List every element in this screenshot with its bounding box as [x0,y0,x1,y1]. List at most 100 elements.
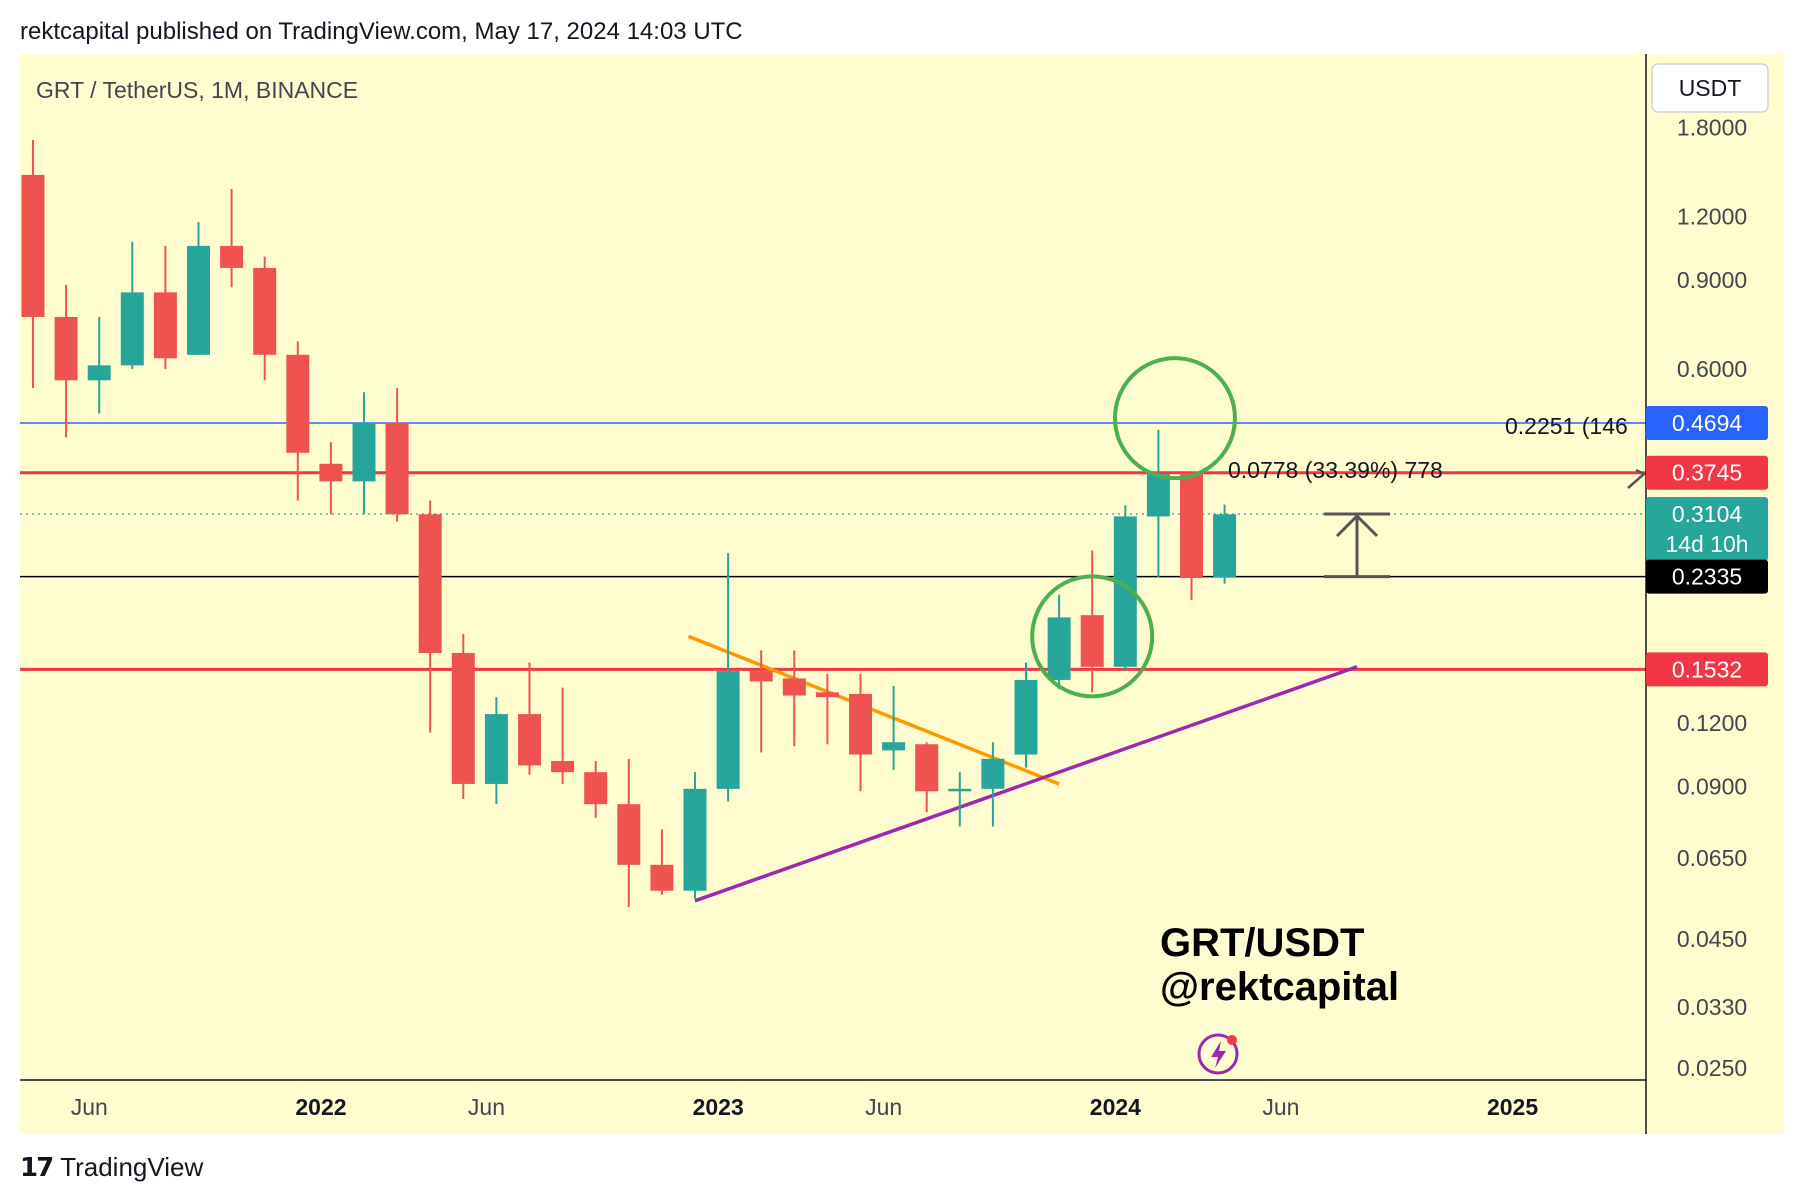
candle[interactable] [451,633,475,799]
candle-body [120,292,144,366]
x-tick-label: 2022 [295,1094,346,1120]
candle-body [1080,615,1104,667]
candle[interactable] [385,388,409,522]
candle-body [617,804,641,865]
currency-button[interactable]: USDT [1651,63,1769,113]
candle[interactable] [54,284,78,438]
candle[interactable] [551,687,575,784]
candle[interactable] [352,392,376,515]
candle-body [683,788,707,891]
candle[interactable] [1014,662,1038,768]
measure-lower-text: 0.0778 (33.39%) 778 [1228,457,1443,483]
candle[interactable] [948,772,972,827]
resistance-upper-badge[interactable]: 0.3745 [1646,455,1768,490]
candle[interactable] [749,650,773,753]
candle[interactable] [286,341,310,501]
candle-body [650,864,674,891]
currency-button-label: USDT [1679,75,1742,101]
tradingview-logo-icon: 17 [20,1152,54,1183]
candle[interactable] [253,256,277,381]
candle-body [1047,617,1071,680]
candle[interactable] [418,500,442,733]
candle[interactable] [683,772,707,899]
badge-value: 0.3745 [1672,460,1742,486]
candle-body [1146,474,1170,517]
candle-body [882,742,906,751]
candle-body [1213,514,1237,578]
tradingview-logo[interactable]: 17 TradingView [20,1152,203,1183]
badge-bg [1646,406,1768,441]
candle[interactable] [1213,504,1237,584]
candle[interactable] [1080,550,1104,693]
handle-watermark: @rektcapital [1160,965,1399,1009]
candle[interactable] [518,662,541,775]
candle[interactable] [21,139,45,389]
badge-value: 0.4694 [1672,410,1743,436]
blue-level-badge[interactable]: 0.4694 [1646,406,1768,441]
chart-background [20,54,1784,1134]
y-tick-label: 0.0900 [1677,773,1747,799]
candle[interactable] [319,442,343,515]
candle-body [385,422,409,515]
candle-body [551,761,575,773]
symbol-watermark: GRT/USDT [1160,921,1364,965]
current-price-badge[interactable]: 0.3104 14d 10h [1646,497,1768,561]
upper-circle[interactable] [1112,356,1237,481]
candle[interactable] [153,245,177,370]
candle-body [1014,679,1038,755]
published-header: rektcapital published on TradingView.com… [20,18,743,45]
y-tick-label: 0.0250 [1677,1055,1747,1081]
candle[interactable] [187,222,210,355]
chart-title: GRT / TetherUS, 1M, BINANCE [36,77,358,103]
candle[interactable] [120,241,144,370]
lightning-icon[interactable] [1197,1033,1239,1075]
tradingview-brand-text: TradingView [60,1152,204,1182]
y-tick-label: 0.9000 [1677,267,1747,293]
lower-circle[interactable] [1030,574,1155,699]
candle[interactable] [484,697,508,805]
badge-value: 0.2335 [1672,564,1742,590]
badge-bg [1646,455,1768,490]
candle[interactable] [1180,472,1203,600]
candle-body [716,671,740,789]
candle[interactable] [915,742,939,813]
badge-value: 0.1532 [1672,656,1742,682]
candle[interactable] [650,829,674,895]
measure-upper-text: 0.2251 (146 [1505,413,1628,439]
x-tick-label: 2025 [1487,1094,1538,1120]
candle-body [749,671,773,682]
y-tick-label: 1.8000 [1677,114,1747,140]
candle-body [187,245,210,355]
candle[interactable] [220,188,244,288]
candle[interactable] [849,673,872,792]
y-tick-label: 0.1200 [1677,710,1747,736]
candle[interactable] [815,673,839,745]
y-tick-label: 0.0650 [1677,845,1747,871]
candle[interactable] [981,742,1005,827]
candle[interactable] [617,758,641,908]
x-tick-label: 2024 [1090,1094,1141,1120]
candle[interactable] [716,552,740,802]
candle[interactable] [584,761,608,818]
up-arrow-icon [1335,513,1379,538]
candle-body [484,714,508,784]
candle-body [782,678,806,696]
badge-value: 0.3104 [1672,501,1743,527]
candle-body [253,267,277,355]
resistance-lower-badge[interactable]: 0.1532 [1646,652,1768,687]
candle[interactable] [87,316,111,414]
black-level-badge[interactable]: 0.2335 [1646,559,1768,594]
candle-body [518,714,541,766]
candle-body [815,692,839,698]
candle-body [584,772,608,805]
purple-trendline[interactable] [694,665,1358,903]
candle[interactable] [782,650,806,747]
x-tick-label: Jun [468,1094,505,1120]
candle-body [418,514,442,654]
candle[interactable] [1146,429,1170,578]
candle[interactable] [882,686,906,770]
candle-body [352,422,376,482]
candle[interactable] [1047,594,1071,690]
diagonal-arrow-icon [1627,468,1647,489]
